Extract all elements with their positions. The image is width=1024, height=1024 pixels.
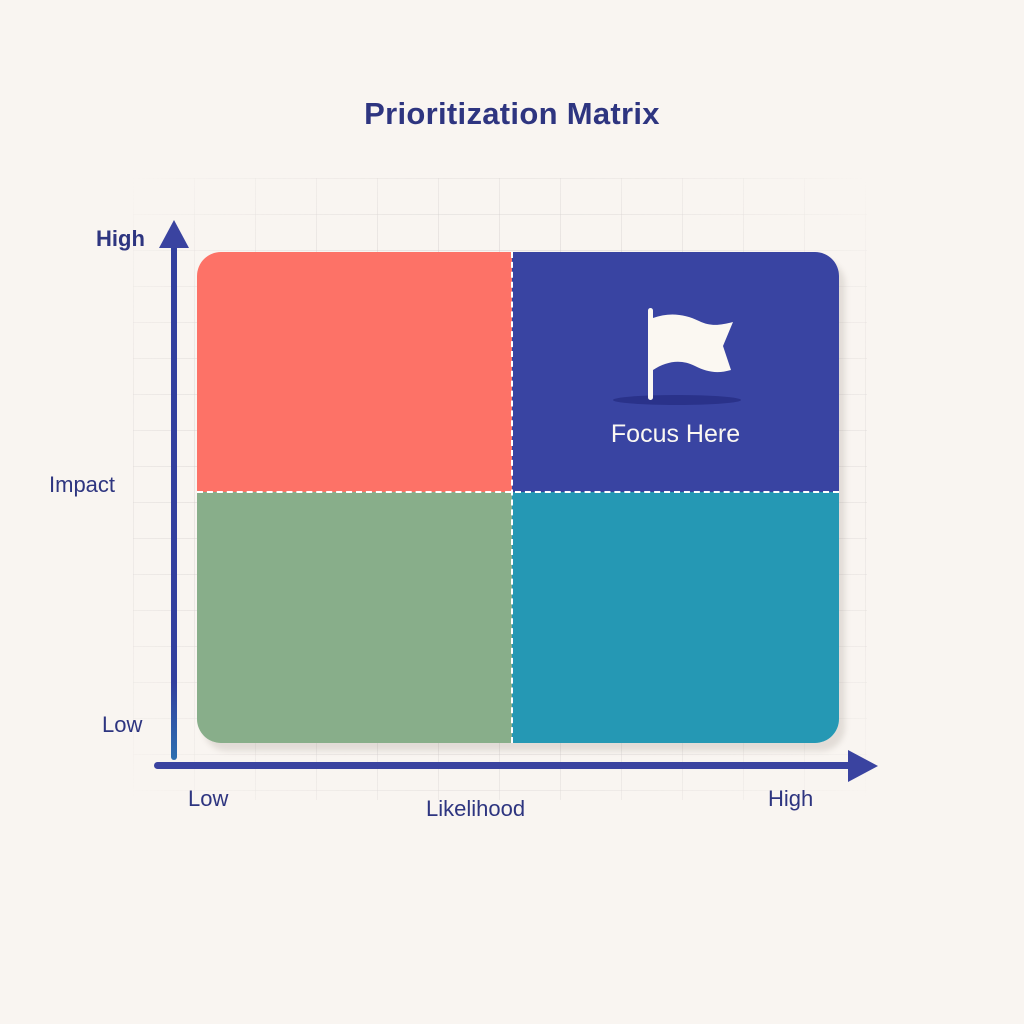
y-axis-low-label: Low [102, 712, 143, 737]
x-axis-arrow-icon [848, 750, 878, 782]
quadrant-low-impact-high-likelihood [512, 492, 839, 743]
x-axis-line [154, 762, 854, 769]
quadrant-low-impact-low-likelihood [197, 492, 512, 743]
y-axis-title: Impact [49, 472, 116, 497]
vertical-divider [511, 252, 513, 743]
quadrant-high-impact-high-likelihood: Focus Here [512, 252, 839, 492]
horizontal-divider [197, 491, 839, 493]
y-axis-arrow-icon [159, 220, 189, 248]
prioritization-matrix: Focus Here [197, 252, 839, 743]
x-axis-high-label: High [768, 786, 814, 811]
flag-icon [607, 304, 747, 414]
page-title: Prioritization Matrix [364, 96, 660, 131]
x-axis-low-label: Low [188, 786, 229, 811]
y-axis-line [171, 240, 177, 760]
focus-here-label: Focus Here [610, 420, 741, 448]
y-axis-high-label: High [96, 226, 145, 251]
x-axis-title: Likelihood [426, 796, 526, 821]
quadrant-high-impact-low-likelihood [197, 252, 512, 492]
